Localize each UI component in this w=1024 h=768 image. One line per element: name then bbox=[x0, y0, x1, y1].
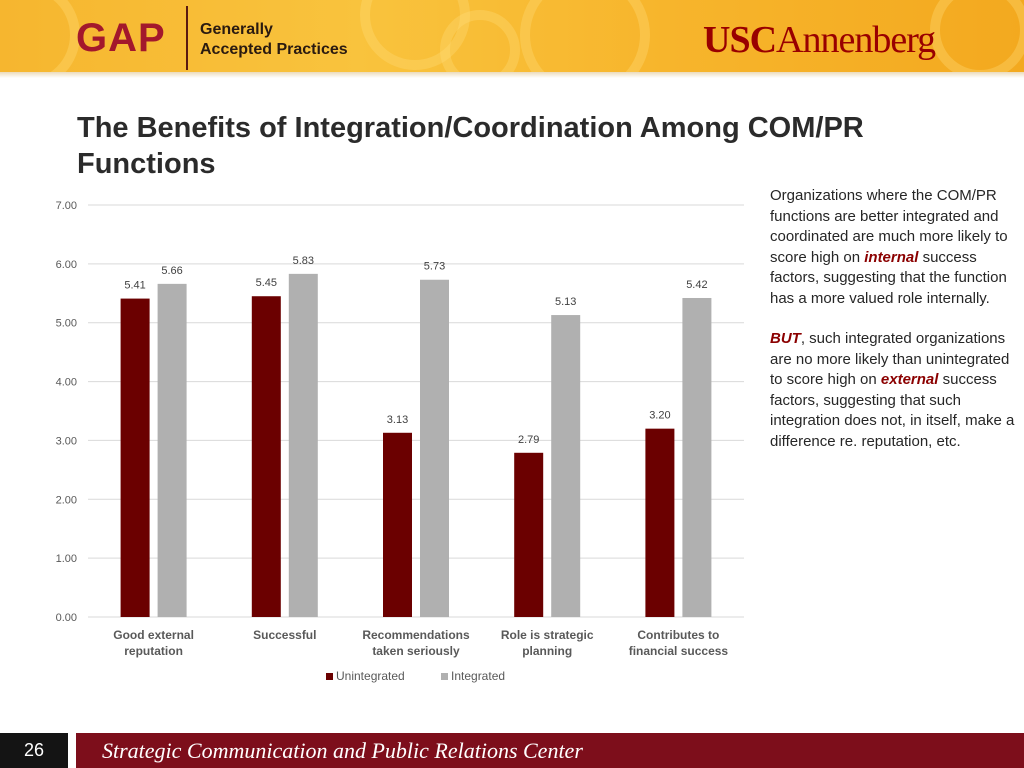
x-category-label: Recommendations bbox=[362, 628, 470, 642]
x-category-label: Good external bbox=[113, 628, 194, 642]
legend-swatch-integrated bbox=[441, 673, 448, 680]
slide-title: The Benefits of Integration/Coordination… bbox=[77, 112, 864, 180]
footer-center-name: Strategic Communication and Public Relat… bbox=[102, 738, 583, 763]
side-p2-after: success factors, suggesting that such in… bbox=[770, 371, 1015, 450]
legend-label-unintegrated: Unintegrated bbox=[336, 669, 405, 683]
footer-bar bbox=[0, 733, 1024, 768]
side-p1-before: Organizations where the COM/PR functions… bbox=[770, 187, 1008, 266]
page-number: 26 bbox=[0, 733, 68, 768]
data-label: 5.13 bbox=[555, 296, 576, 308]
y-tick-label: 1.00 bbox=[56, 553, 77, 565]
x-category-label: financial success bbox=[629, 644, 729, 658]
y-tick-label: 0.00 bbox=[56, 612, 77, 624]
data-label: 5.66 bbox=[161, 265, 182, 277]
data-label: 3.13 bbox=[387, 414, 408, 426]
bar-integrated bbox=[157, 283, 187, 617]
side-p2-mid: , such integrated organizations are no m… bbox=[770, 330, 1010, 388]
bar-unintegrated bbox=[645, 428, 675, 617]
x-category-label: taken seriously bbox=[372, 644, 460, 658]
bar-unintegrated bbox=[514, 452, 544, 617]
x-category-label: Contributes to bbox=[637, 628, 719, 642]
gap-logo: GAP bbox=[76, 16, 166, 60]
x-category-label: reputation bbox=[124, 644, 183, 658]
y-tick-label: 7.00 bbox=[56, 200, 77, 212]
side-commentary: Organizations where the COM/PR functions… bbox=[770, 186, 1018, 472]
footer-separator bbox=[68, 733, 76, 768]
y-tick-label: 6.00 bbox=[56, 259, 77, 271]
x-category-label: Successful bbox=[253, 628, 316, 642]
y-tick-label: 2.00 bbox=[56, 494, 77, 506]
gap-subtitle: Generally Accepted Practices bbox=[200, 20, 348, 60]
bar-integrated bbox=[420, 279, 449, 617]
data-label: 5.83 bbox=[293, 255, 314, 267]
gap-subtitle-line2: Accepted Practices bbox=[200, 41, 348, 58]
bar-unintegrated bbox=[120, 298, 150, 617]
header-banner bbox=[0, 0, 1024, 72]
bar-integrated bbox=[288, 273, 318, 617]
gap-subtitle-line1: Generally bbox=[200, 21, 273, 38]
y-tick-label: 5.00 bbox=[56, 318, 77, 330]
bar-unintegrated bbox=[383, 432, 412, 617]
data-label: 5.42 bbox=[686, 279, 707, 291]
bar-integrated bbox=[551, 315, 581, 617]
y-tick-label: 3.00 bbox=[56, 435, 77, 447]
annenberg-logo-part: Annenberg bbox=[776, 19, 936, 61]
side-p1-after: success factors, suggesting that the fun… bbox=[770, 248, 1007, 307]
x-category-label: Role is strategic bbox=[501, 628, 594, 642]
usc-annenberg-logo: USCAnnenberg bbox=[703, 18, 936, 62]
side-paragraph-2: BUT, such integrated organizations are n… bbox=[770, 329, 1018, 452]
x-category-label: planning bbox=[522, 644, 572, 658]
y-tick-label: 4.00 bbox=[56, 377, 77, 389]
data-label: 5.73 bbox=[424, 261, 445, 273]
bar-unintegrated bbox=[251, 296, 281, 617]
header-shadow bbox=[0, 72, 1024, 78]
legend-label-integrated: Integrated bbox=[451, 669, 505, 683]
side-p2-emphasis-but: BUT bbox=[770, 330, 801, 347]
bar-integrated bbox=[682, 297, 712, 617]
bar-chart: 0.00 1.00 2.00 3.00 4.00 5.00 6.00 7.00 5.41 5.66… bbox=[56, 200, 744, 683]
data-label: 5.41 bbox=[124, 280, 145, 292]
data-label: 3.20 bbox=[649, 410, 670, 422]
legend-swatch-unintegrated bbox=[326, 673, 333, 680]
side-p1-emphasis: internal bbox=[864, 248, 919, 266]
data-label: 5.45 bbox=[256, 277, 277, 289]
gap-logo-divider bbox=[186, 6, 188, 70]
side-p2-emphasis-external: external bbox=[880, 371, 939, 388]
data-label: 2.79 bbox=[518, 434, 539, 446]
side-paragraph-1: Organizations where the COM/PR functions… bbox=[770, 186, 1018, 309]
usc-logo-part: USC bbox=[703, 19, 777, 61]
